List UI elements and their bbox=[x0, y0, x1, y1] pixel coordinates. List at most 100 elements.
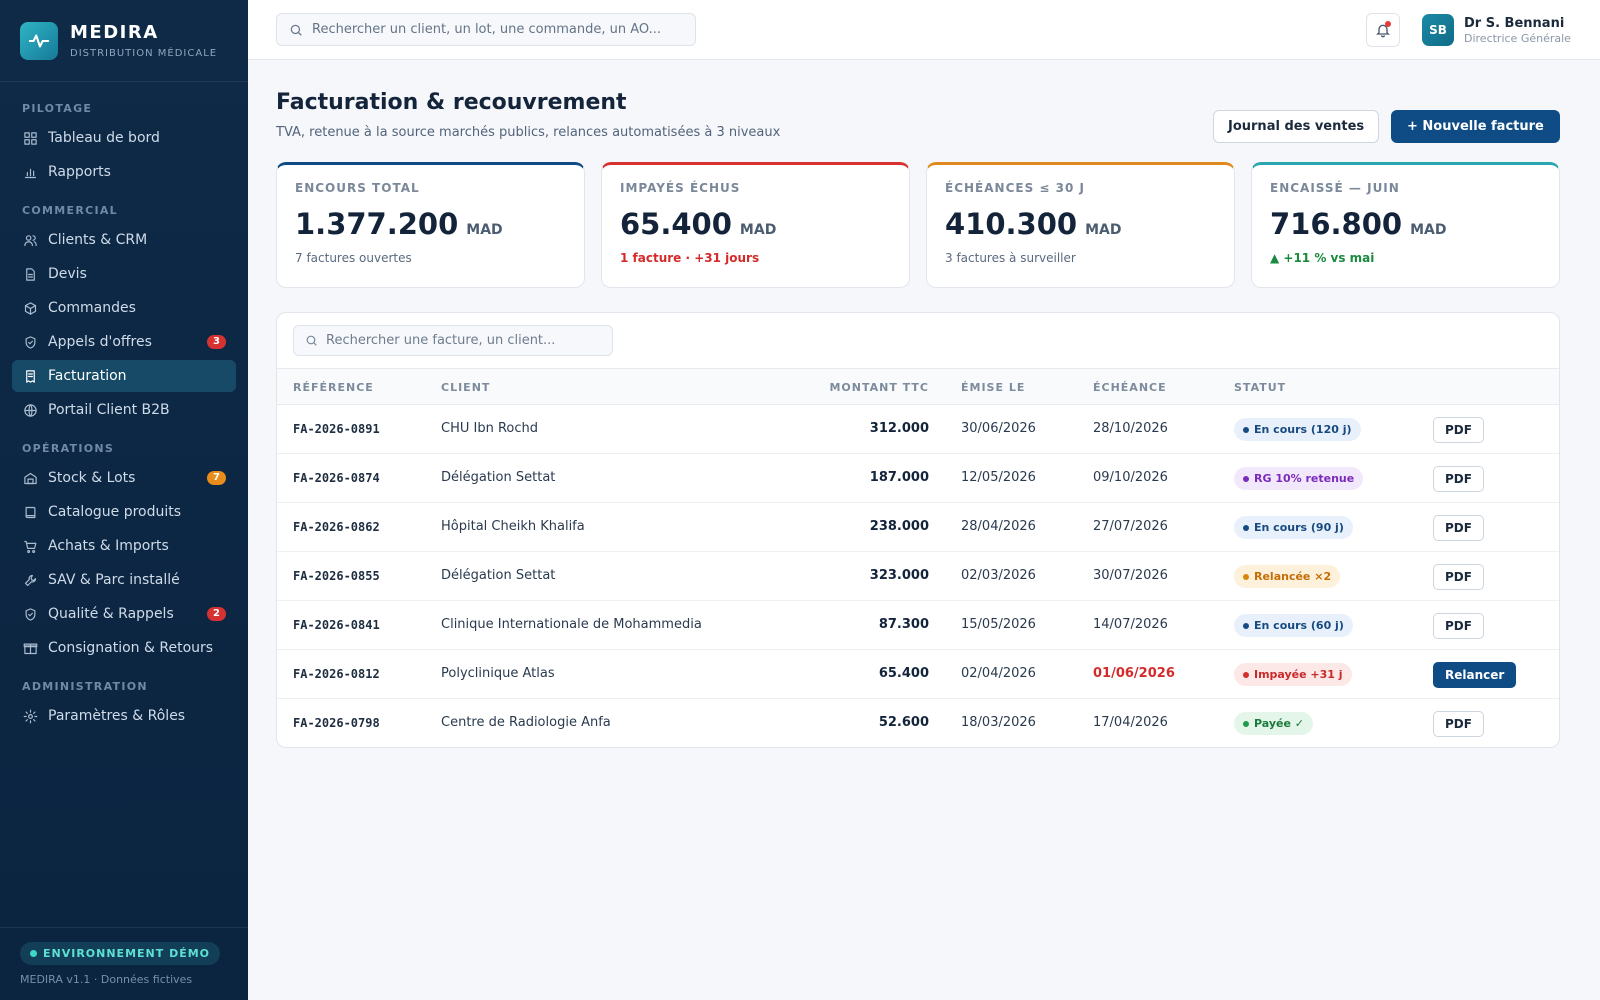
sidebar-footer: ENVIRONNEMENT DÉMO MEDIRA v1.1 · Données… bbox=[0, 927, 248, 1000]
amount-ttc: 52.600 bbox=[878, 715, 929, 730]
table-row[interactable]: FA-2026-0798 Centre de Radiologie Anfa 52.… bbox=[277, 699, 1559, 747]
gear-icon bbox=[22, 708, 38, 724]
pdf-button[interactable]: PDF bbox=[1433, 466, 1484, 492]
invoice-reference[interactable]: FA-2026-0855 bbox=[293, 569, 380, 583]
user-role: Directrice Générale bbox=[1464, 32, 1571, 45]
sidebar-item-parametres-roles[interactable]: Paramètres & Rôles bbox=[12, 700, 236, 732]
warehouse-icon bbox=[22, 470, 38, 486]
column-header-amount[interactable]: MONTANT TTC bbox=[829, 381, 929, 394]
sidebar-item-label: SAV & Parc installé bbox=[48, 572, 180, 588]
count-badge: 7 bbox=[207, 471, 226, 485]
kpi-note: 3 factures à surveiller bbox=[945, 251, 1076, 265]
book-icon bbox=[22, 504, 38, 520]
kpi-card: ENCAISSÉ — JUIN 716.800 MAD ▲ +11 % vs mai bbox=[1251, 162, 1560, 288]
sidebar-item-label: Appels d'offres bbox=[48, 334, 152, 350]
pdf-button[interactable]: PDF bbox=[1433, 613, 1484, 639]
brand-subtitle: DISTRIBUTION MÉDICALE bbox=[70, 48, 218, 59]
sidebar-item-achats-imports[interactable]: Achats & Imports bbox=[12, 530, 236, 562]
table-row[interactable]: FA-2026-0841 Clinique Internationale de M… bbox=[277, 601, 1559, 650]
table-row[interactable]: FA-2026-0855 Délégation Settat 323.000 02/0… bbox=[277, 552, 1559, 601]
sidebar-item-sav-parc-installe[interactable]: SAV & Parc installé bbox=[12, 564, 236, 596]
sidebar-item-qualite-rappels[interactable]: Qualité & Rappels 2 bbox=[12, 598, 236, 630]
column-header-issued[interactable]: ÉMISE LE bbox=[961, 381, 1026, 394]
amount-ttc: 187.000 bbox=[869, 470, 929, 485]
sidebar-item-rapports[interactable]: Rapports bbox=[12, 156, 236, 188]
issue-date: 30/06/2026 bbox=[961, 421, 1036, 436]
status-badge: Impayée +31 j bbox=[1234, 663, 1352, 686]
pdf-button[interactable]: PDF bbox=[1433, 515, 1484, 541]
sidebar-item-catalogue-produits[interactable]: Catalogue produits bbox=[12, 496, 236, 528]
kpi-value: 716.800 bbox=[1270, 207, 1403, 241]
table-row[interactable]: FA-2026-0874 Délégation Settat 187.000 12/0… bbox=[277, 454, 1559, 503]
invoice-reference[interactable]: FA-2026-0798 bbox=[293, 716, 380, 730]
sidebar-item-tableau-de-bord[interactable]: Tableau de bord bbox=[12, 122, 236, 154]
receipt-icon bbox=[22, 368, 38, 384]
status-dot-icon bbox=[1243, 720, 1249, 727]
kpi-card: IMPAYÉS ÉCHUS 65.400 MAD 1 facture · +31 jo… bbox=[601, 162, 910, 288]
due-date: 01/06/2026 bbox=[1093, 666, 1175, 681]
kpi-unit: MAD bbox=[739, 222, 777, 238]
pdf-button[interactable]: PDF bbox=[1433, 711, 1484, 737]
kpi-card: ENCOURS TOTAL 1.377.200 MAD 7 factures ouve… bbox=[276, 162, 585, 288]
user-name[interactable]: Dr S. Bennani bbox=[1464, 16, 1565, 31]
shield-icon bbox=[22, 334, 38, 350]
invoice-reference[interactable]: FA-2026-0874 bbox=[293, 471, 380, 485]
kpi-unit: MAD bbox=[466, 222, 503, 238]
search-icon bbox=[290, 24, 302, 36]
globe-icon bbox=[22, 402, 38, 418]
brand[interactable]: MEDIRA DISTRIBUTION MÉDICALE bbox=[0, 0, 248, 82]
status-label: En cours (90 j) bbox=[1254, 521, 1344, 534]
invoice-reference[interactable]: FA-2026-0891 bbox=[293, 422, 380, 436]
sidebar-item-clients-crm[interactable]: Clients & CRM bbox=[12, 224, 236, 256]
environment-label: ENVIRONNEMENT DÉMO bbox=[43, 947, 211, 960]
remind-button[interactable]: Relancer bbox=[1433, 662, 1517, 688]
global-search-input[interactable]: Rechercher un client, un lot, une comman… bbox=[276, 13, 696, 46]
avatar[interactable]: SB bbox=[1422, 14, 1454, 46]
amount-ttc: 323.000 bbox=[869, 568, 929, 583]
status-dot-icon bbox=[30, 950, 37, 957]
status-dot-icon bbox=[1243, 622, 1249, 629]
status-label: En cours (120 j) bbox=[1254, 423, 1352, 436]
sidebar-item-portail-client-b2b[interactable]: Portail Client B2B bbox=[12, 394, 236, 426]
kpi-value-row: 410.300 MAD bbox=[945, 207, 1216, 241]
pdf-button[interactable]: PDF bbox=[1433, 417, 1484, 443]
status-label: RG 10% retenue bbox=[1254, 472, 1355, 485]
sidebar-item-stock-lots[interactable]: Stock & Lots 7 bbox=[12, 462, 236, 494]
new-invoice-button[interactable]: + Nouvelle facture bbox=[1391, 110, 1560, 143]
table-row[interactable]: FA-2026-0862 Hôpital Cheikh Khalifa 238.00… bbox=[277, 503, 1559, 552]
pulse-logo-icon bbox=[20, 21, 58, 60]
nav-section-title: COMMERCIAL bbox=[22, 204, 118, 217]
sidebar-item-label: Facturation bbox=[48, 368, 127, 384]
column-header-reference[interactable]: RÉFÉRENCE bbox=[293, 381, 374, 394]
sidebar-item-commandes[interactable]: Commandes bbox=[12, 292, 236, 324]
invoice-search-input[interactable]: Rechercher une facture, un client... bbox=[293, 325, 613, 356]
kpi-note: 7 factures ouvertes bbox=[295, 251, 412, 265]
table-row[interactable]: FA-2026-0812 Polyclinique Atlas 65.400 02/0… bbox=[277, 650, 1559, 699]
column-header-status[interactable]: STATUT bbox=[1234, 381, 1287, 394]
column-header-due[interactable]: ÉCHÉANCE bbox=[1093, 381, 1167, 394]
client-name: Hôpital Cheikh Khalifa bbox=[441, 519, 585, 534]
sales-journal-button[interactable]: Journal des ventes bbox=[1213, 110, 1380, 143]
table-row[interactable]: FA-2026-0891 CHU Ibn Rochd 312.000 30/06/20… bbox=[277, 405, 1559, 454]
kpi-label: ENCAISSÉ — JUIN bbox=[1270, 181, 1400, 195]
sidebar-item-appels-d-offres[interactable]: Appels d'offres 3 bbox=[12, 326, 236, 358]
sidebar-item-devis[interactable]: Devis bbox=[12, 258, 236, 290]
invoice-reference[interactable]: FA-2026-0862 bbox=[293, 520, 380, 534]
pdf-button[interactable]: PDF bbox=[1433, 564, 1484, 590]
sidebar-item-label: Achats & Imports bbox=[48, 538, 169, 554]
due-date: 14/07/2026 bbox=[1093, 617, 1168, 632]
sidebar-item-facturation[interactable]: Facturation bbox=[12, 360, 236, 392]
column-header-client[interactable]: CLIENT bbox=[441, 381, 491, 394]
sidebar-item-label: Rapports bbox=[48, 164, 111, 180]
wrench-icon bbox=[22, 572, 38, 588]
brand-name: MEDIRA bbox=[70, 22, 159, 43]
invoice-reference[interactable]: FA-2026-0841 bbox=[293, 618, 380, 632]
sidebar-item-label: Catalogue produits bbox=[48, 504, 182, 520]
amount-ttc: 65.400 bbox=[878, 666, 929, 681]
notifications-button[interactable] bbox=[1366, 13, 1400, 47]
sidebar-item-consignation-retours[interactable]: Consignation & Retours bbox=[12, 632, 236, 664]
client-name: Délégation Settat bbox=[441, 470, 556, 485]
invoice-reference[interactable]: FA-2026-0812 bbox=[293, 667, 380, 681]
issue-date: 18/03/2026 bbox=[961, 715, 1036, 730]
kpi-unit: MAD bbox=[1085, 222, 1122, 238]
